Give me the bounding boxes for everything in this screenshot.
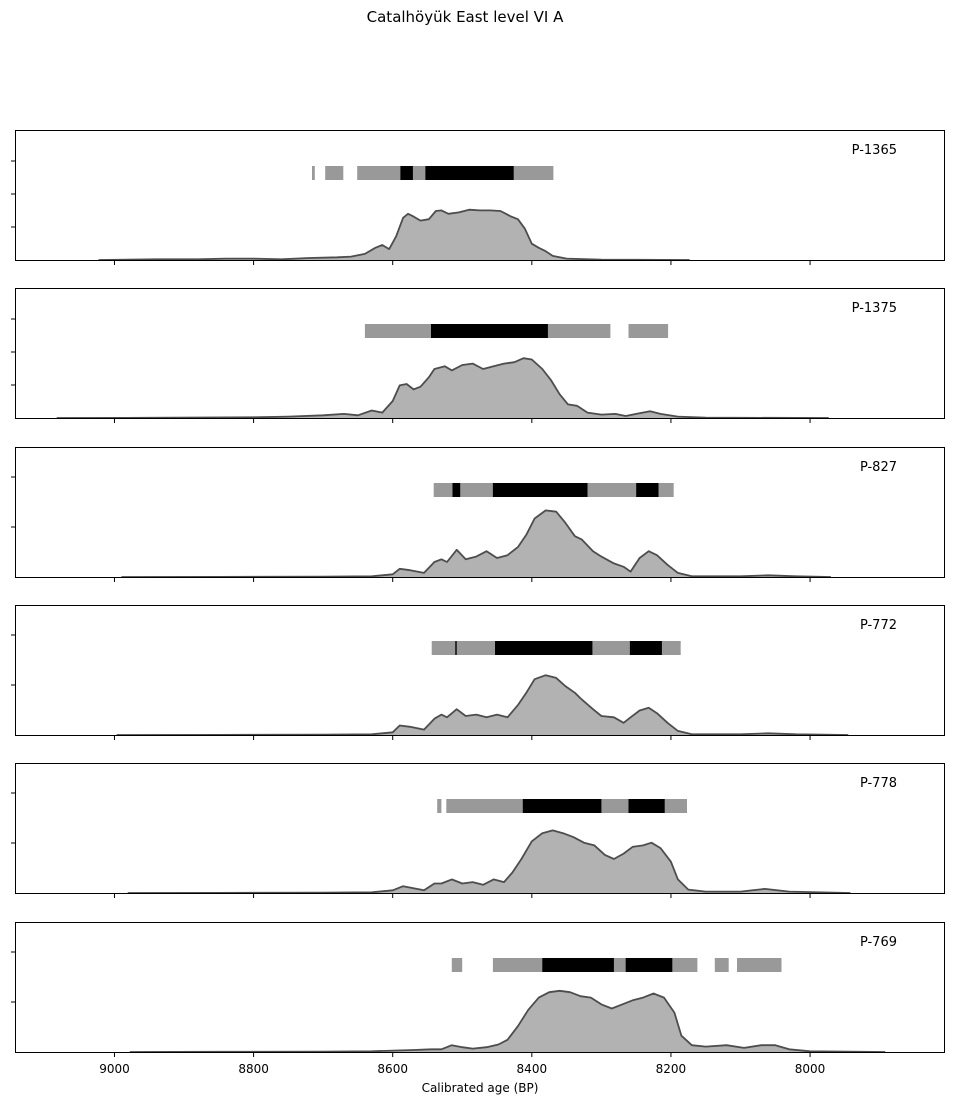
gray-range-bar-5-0	[451, 958, 463, 972]
gray-range-bar-0-1	[325, 166, 344, 180]
gray-range-bar-5-2	[714, 958, 729, 972]
gray-range-bar-0-2	[357, 166, 431, 180]
x-tick-label-3: 8400	[517, 1062, 548, 1076]
density-area-2	[121, 510, 831, 577]
black-range-bar-2-1	[492, 483, 588, 497]
panel-frame-3	[15, 605, 945, 736]
black-range-bar-0-1	[425, 166, 514, 180]
panel-label-1: P-1375	[852, 301, 897, 316]
x-tick-label-4: 8200	[656, 1062, 687, 1076]
density-area-3	[116, 675, 849, 735]
black-range-bar-3-0	[455, 641, 457, 655]
x-tick-label-0: 9000	[99, 1062, 130, 1076]
density-area-1	[56, 358, 829, 418]
gray-range-bar-1-1	[628, 324, 669, 338]
density-line-5	[129, 989, 886, 1053]
black-range-bar-3-1	[495, 641, 593, 655]
density-area-5	[129, 990, 886, 1052]
density-line-4	[127, 829, 851, 894]
x-tick-label-1: 8800	[238, 1062, 269, 1076]
density-area-4	[127, 830, 851, 893]
gray-range-bar-5-3	[737, 958, 782, 972]
panel-frame-4	[15, 763, 945, 894]
density-area-0	[98, 209, 690, 260]
black-range-bar-4-0	[522, 799, 602, 813]
black-range-bar-0-0	[400, 166, 413, 180]
black-range-bar-3-2	[629, 641, 662, 655]
chart-title: Catalhöyük East level VI A	[366, 8, 564, 26]
panel-label-5: P-769	[860, 935, 897, 950]
density-line-2	[121, 509, 831, 578]
panel-frame-2	[15, 447, 945, 578]
panel-frame-5	[15, 922, 945, 1053]
x-tick-label-5: 8000	[795, 1062, 826, 1076]
density-line-1	[56, 357, 829, 419]
density-line-0	[98, 208, 690, 261]
panel-frame-1	[15, 288, 945, 419]
panel-label-4: P-778	[860, 776, 897, 791]
black-range-bar-5-0	[542, 958, 614, 972]
black-range-bar-2-0	[452, 483, 461, 497]
density-line-3	[116, 674, 849, 736]
black-range-bar-5-1	[625, 958, 673, 972]
gray-range-bar-0-0	[312, 166, 315, 180]
black-range-bar-4-1	[628, 799, 665, 813]
x-axis-label: Calibrated age (BP)	[421, 1081, 539, 1095]
panel-label-0: P-1365	[852, 143, 897, 158]
panel-label-2: P-827	[860, 460, 897, 475]
gray-range-bar-4-0	[437, 799, 442, 813]
x-tick-label-2: 8600	[377, 1062, 408, 1076]
black-range-bar-2-2	[636, 483, 659, 497]
black-range-bar-1-0	[431, 324, 548, 338]
panel-label-3: P-772	[860, 618, 897, 633]
panel-frame-0	[15, 130, 945, 261]
